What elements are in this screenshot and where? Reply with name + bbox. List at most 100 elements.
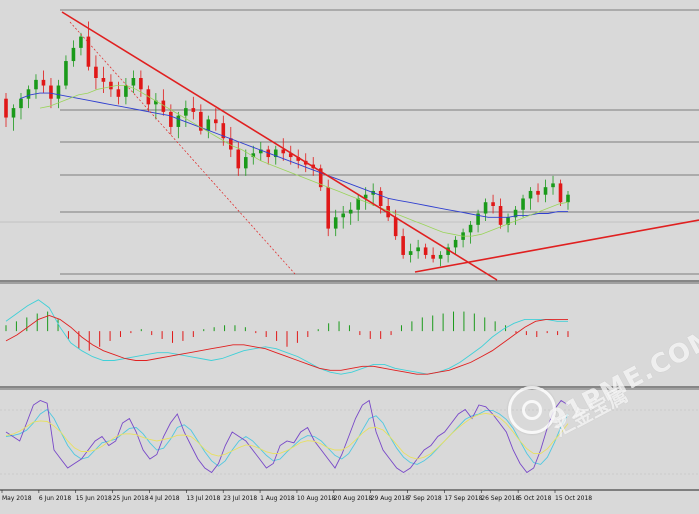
- candle: [558, 179, 563, 206]
- candle: [468, 221, 473, 244]
- candle: [483, 198, 488, 222]
- candle-body: [333, 217, 338, 229]
- candle: [184, 100, 188, 127]
- candle: [513, 206, 518, 225]
- stochastic-indicator: [5, 399, 569, 474]
- x-tick-label: 23 Jul 2018: [223, 495, 257, 502]
- candle: [4, 93, 8, 127]
- uptrend-line: [414, 219, 699, 273]
- candle-body: [154, 100, 158, 105]
- candle-body: [214, 119, 218, 124]
- candle-body: [401, 236, 405, 255]
- candle: [431, 247, 435, 263]
- candle-body: [4, 98, 8, 118]
- candle-body: [393, 217, 398, 237]
- candle: [551, 175, 555, 195]
- candle-body: [221, 123, 226, 139]
- candle-body: [416, 247, 420, 252]
- x-tick-label: 1 Aug 2018: [260, 495, 295, 502]
- x-tick-label: 4 Jul 2018: [149, 495, 179, 502]
- x-tick-label: 10 Aug 2018: [297, 495, 336, 502]
- candle-body: [431, 254, 435, 259]
- x-tick-label: 17 Sep 2018: [444, 495, 482, 502]
- candle: [408, 243, 413, 263]
- candle: [191, 96, 196, 120]
- candle: [206, 115, 211, 139]
- candle: [416, 239, 420, 259]
- candle-body: [176, 115, 181, 127]
- candle: [438, 251, 443, 267]
- candle-body: [356, 198, 360, 210]
- candle: [229, 126, 233, 158]
- candle-body: [184, 108, 188, 116]
- candle-body: [363, 194, 368, 199]
- candle: [296, 149, 301, 169]
- candle-body: [438, 254, 443, 259]
- candle-body: [468, 224, 473, 233]
- candle: [154, 93, 158, 120]
- candle-body: [446, 247, 450, 255]
- candle-body: [11, 108, 16, 118]
- price-panel: [0, 0, 699, 281]
- candle-body: [476, 213, 480, 225]
- candle-body: [341, 213, 345, 218]
- candle: [521, 194, 525, 218]
- candle-body: [19, 98, 23, 109]
- candle: [491, 194, 495, 214]
- candle-body: [566, 194, 570, 203]
- candle-body: [101, 78, 106, 82]
- candle: [86, 21, 91, 71]
- candle-body: [86, 36, 91, 67]
- x-tick-label: 20 Aug 2018: [334, 495, 373, 502]
- candle-body: [206, 119, 211, 131]
- candle-body: [326, 187, 331, 229]
- candle-body: [528, 190, 533, 199]
- candle: [19, 93, 23, 120]
- candle-body: [124, 85, 128, 97]
- candle-body: [543, 187, 548, 195]
- candle-body: [64, 61, 68, 86]
- moving-averages: [19, 85, 569, 237]
- candle-body: [161, 100, 166, 112]
- candle-body: [288, 153, 293, 158]
- candle: [453, 236, 458, 255]
- x-axis-ticks: May 2018 6 Jun 2018 15 Jun 2018 25 Jun 2018…: [1, 490, 592, 502]
- candle: [446, 243, 450, 263]
- candle: [124, 78, 128, 105]
- candle-body: [551, 183, 555, 188]
- candle: [393, 209, 398, 240]
- x-tick-label: 13 Jul 2018: [186, 495, 220, 502]
- ma-slow-line: [19, 92, 568, 218]
- x-tick-label: May 2018: [2, 495, 32, 502]
- candle: [536, 183, 540, 203]
- x-tick-label: 26 Sep 2018: [481, 495, 519, 502]
- candle-body: [34, 79, 38, 90]
- candle: [281, 138, 286, 161]
- downtrend-line: [61, 11, 498, 281]
- x-tick-label: 6 Jun 2018: [39, 495, 71, 502]
- dotted-channel-line: [69, 21, 296, 275]
- candle-body: [199, 111, 203, 131]
- candle: [566, 190, 570, 210]
- candle-body: [273, 149, 278, 158]
- stoch-d-line: [5, 408, 569, 467]
- candle: [528, 187, 533, 210]
- candle: [506, 213, 510, 233]
- candle-body: [131, 78, 136, 86]
- candle: [236, 142, 241, 176]
- candle-body: [56, 85, 61, 99]
- candle-body: [453, 239, 458, 248]
- candle-body: [243, 157, 248, 169]
- candle-body: [169, 111, 173, 127]
- candle-body: [423, 247, 428, 255]
- x-tick-label: 25 Jun 2018: [113, 495, 149, 502]
- candle: [258, 142, 263, 161]
- candle: [273, 145, 278, 165]
- candle-body: [378, 190, 383, 206]
- candle-body: [491, 202, 495, 206]
- candle-body: [191, 108, 196, 112]
- candle: [101, 66, 106, 94]
- candle-body: [26, 89, 31, 99]
- candle-body: [41, 79, 46, 86]
